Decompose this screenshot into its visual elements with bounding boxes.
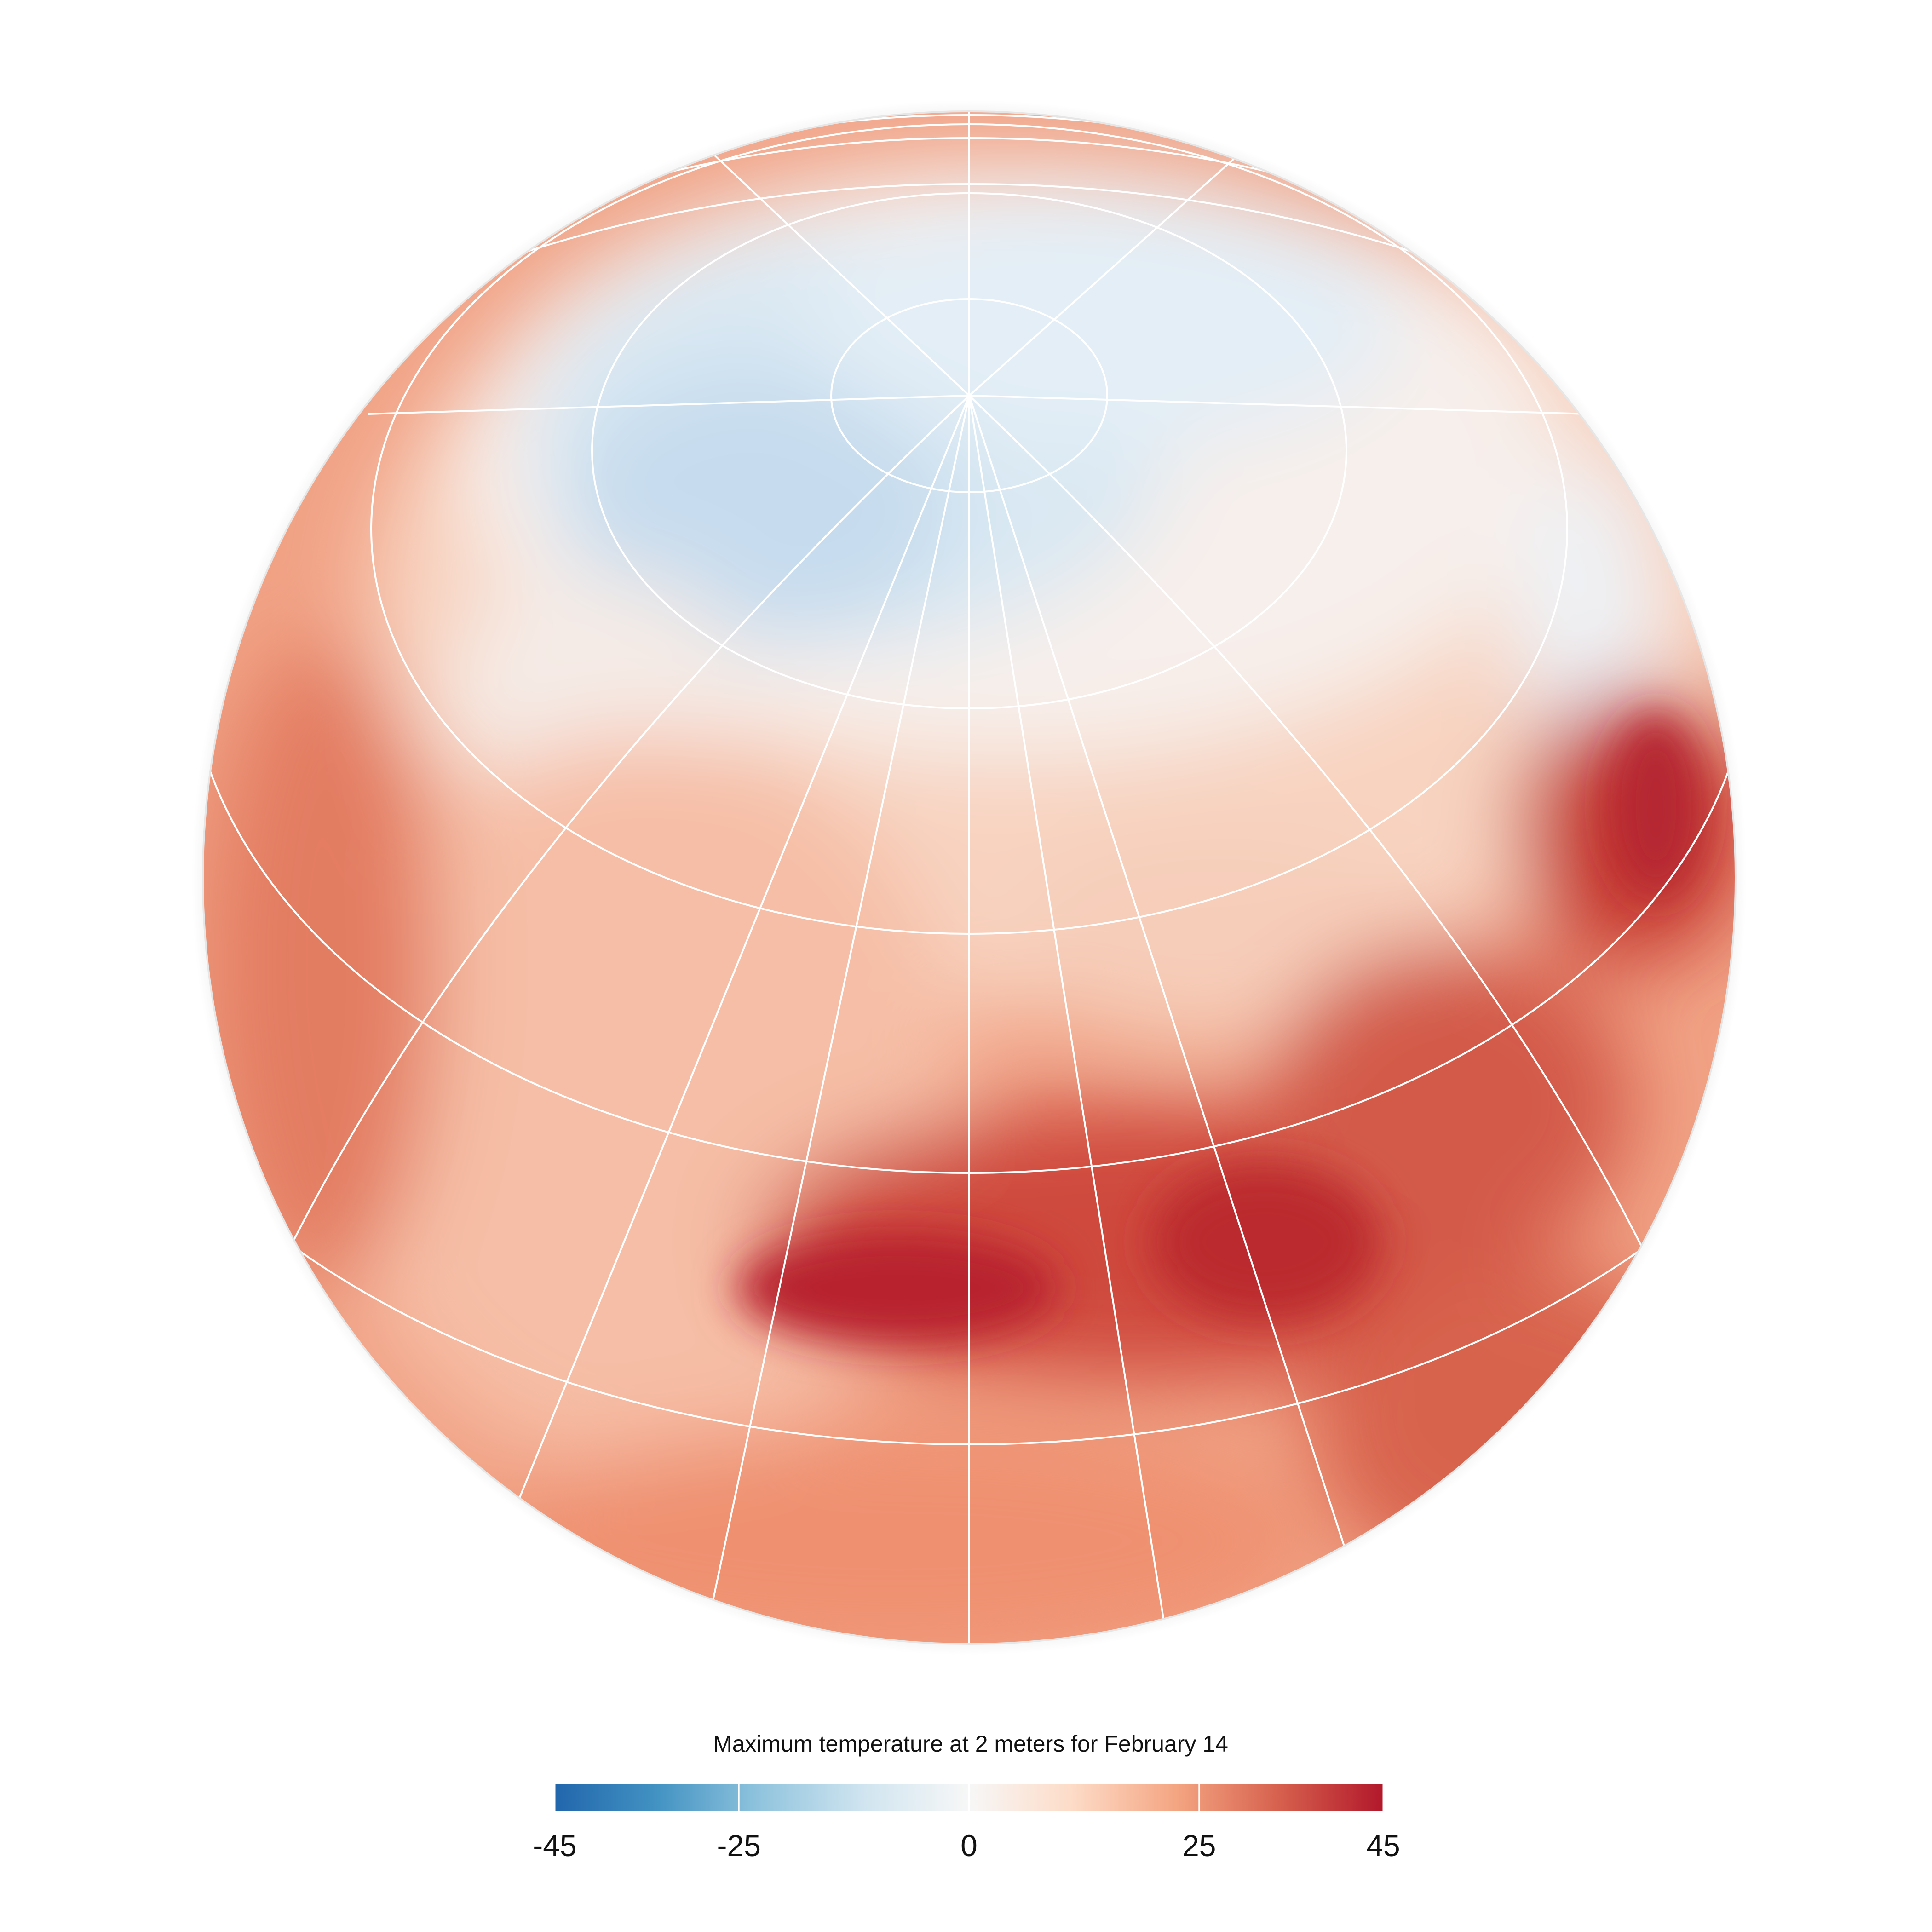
globe — [203, 111, 1736, 1644]
colorbar-tick-label: -45 — [533, 1828, 576, 1863]
graticule — [203, 111, 1736, 1644]
colorbar-tick-label: 45 — [1366, 1828, 1400, 1863]
colorbar-title: Maximum temperature at 2 meters for Febr… — [713, 1731, 1228, 1757]
colorbar-tick-label: 0 — [960, 1828, 978, 1863]
colorbar-tick-label: -25 — [717, 1828, 761, 1863]
hot-spots — [736, 713, 1702, 1343]
colorbar-tick-label: 25 — [1182, 1828, 1216, 1863]
globe-outline — [202, 110, 1736, 1645]
temperature-field — [207, 161, 1736, 1644]
colorbar: -45 -25 0 25 45 — [533, 1784, 1400, 1863]
